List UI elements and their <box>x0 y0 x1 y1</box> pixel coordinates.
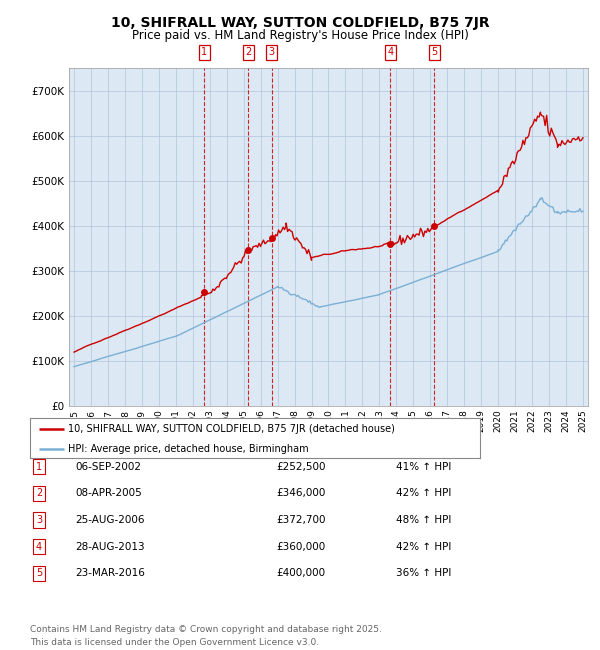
Text: 5: 5 <box>36 568 42 578</box>
Text: £372,700: £372,700 <box>276 515 325 525</box>
Text: 2: 2 <box>36 488 42 499</box>
Text: 28-AUG-2013: 28-AUG-2013 <box>75 541 145 552</box>
Text: 25-AUG-2006: 25-AUG-2006 <box>75 515 145 525</box>
Text: 2: 2 <box>245 47 251 57</box>
Text: 4: 4 <box>36 541 42 552</box>
Text: 4: 4 <box>388 47 394 57</box>
Text: £360,000: £360,000 <box>276 541 325 552</box>
Text: 08-APR-2005: 08-APR-2005 <box>75 488 142 499</box>
Text: 1: 1 <box>36 462 42 472</box>
Text: 36% ↑ HPI: 36% ↑ HPI <box>396 568 451 578</box>
Text: 48% ↑ HPI: 48% ↑ HPI <box>396 515 451 525</box>
Text: £252,500: £252,500 <box>276 462 325 472</box>
Text: 23-MAR-2016: 23-MAR-2016 <box>75 568 145 578</box>
Text: 06-SEP-2002: 06-SEP-2002 <box>75 462 141 472</box>
Text: Price paid vs. HM Land Registry's House Price Index (HPI): Price paid vs. HM Land Registry's House … <box>131 29 469 42</box>
Text: 1: 1 <box>201 47 207 57</box>
Text: 3: 3 <box>36 515 42 525</box>
Text: £400,000: £400,000 <box>276 568 325 578</box>
Text: 10, SHIFRALL WAY, SUTTON COLDFIELD, B75 7JR: 10, SHIFRALL WAY, SUTTON COLDFIELD, B75 … <box>110 16 490 31</box>
Text: 42% ↑ HPI: 42% ↑ HPI <box>396 541 451 552</box>
Text: £346,000: £346,000 <box>276 488 325 499</box>
Text: 42% ↑ HPI: 42% ↑ HPI <box>396 488 451 499</box>
Text: HPI: Average price, detached house, Birmingham: HPI: Average price, detached house, Birm… <box>68 445 309 454</box>
Text: 41% ↑ HPI: 41% ↑ HPI <box>396 462 451 472</box>
Text: 10, SHIFRALL WAY, SUTTON COLDFIELD, B75 7JR (detached house): 10, SHIFRALL WAY, SUTTON COLDFIELD, B75 … <box>68 424 395 434</box>
Text: Contains HM Land Registry data © Crown copyright and database right 2025.
This d: Contains HM Land Registry data © Crown c… <box>30 625 382 647</box>
Text: 3: 3 <box>269 47 275 57</box>
Text: 5: 5 <box>431 47 437 57</box>
